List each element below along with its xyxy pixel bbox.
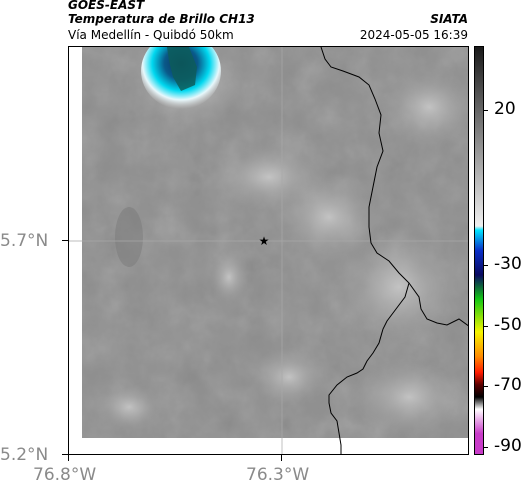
agency-label: SIATA: [430, 12, 468, 26]
cloud-patch: [209, 142, 329, 212]
lon-tick: [68, 455, 69, 461]
cloud-patch: [349, 357, 468, 437]
cloud-patch: [209, 249, 249, 305]
region-subtitle: Vía Medellín - Quibdó 50km: [68, 28, 234, 42]
location-star-icon: ★: [259, 234, 270, 248]
cloud-patch: [249, 347, 329, 407]
colorbar-tick: [484, 447, 488, 448]
lat-tick: [62, 454, 68, 455]
convective-core: [167, 47, 197, 91]
colorbar-label-neg30: -30: [494, 254, 522, 274]
cloud-patch: [115, 207, 143, 267]
temperature-colorbar: [474, 46, 484, 455]
satellite-title: GOES-EAST: [68, 0, 145, 12]
datetime-label: 2024-05-05 16:39: [359, 28, 468, 42]
admin-boundary: [408, 282, 468, 327]
lon-tick: [281, 455, 282, 461]
cloud-patch: [94, 382, 164, 432]
lon-label-76-8: 76.8°W: [33, 465, 97, 485]
product-title: Temperatura de Brillo CH13: [68, 12, 255, 26]
brightness-temperature-map: ★: [68, 46, 469, 455]
colorbar-label-neg70: -70: [494, 375, 522, 395]
colorbar-tick: [484, 265, 488, 266]
colorbar-tick: [484, 326, 488, 327]
lat-label-5-2: 5.2°N: [0, 445, 49, 465]
colorbar-tick: [484, 386, 488, 387]
colorbar-label-neg90: -90: [494, 436, 522, 456]
map-canvas: ★: [69, 47, 468, 454]
colorbar-label-neg50: -50: [494, 315, 522, 335]
cloud-patch: [329, 227, 468, 347]
admin-boundary: [320, 47, 410, 454]
colorbar-label-20: 20: [494, 99, 516, 119]
lon-label-76-3: 76.3°W: [246, 465, 310, 485]
lat-tick: [62, 240, 68, 241]
colorbar-tick: [484, 110, 488, 111]
cloud-patch: [379, 67, 468, 147]
lat-label-5-7: 5.7°N: [0, 231, 49, 251]
